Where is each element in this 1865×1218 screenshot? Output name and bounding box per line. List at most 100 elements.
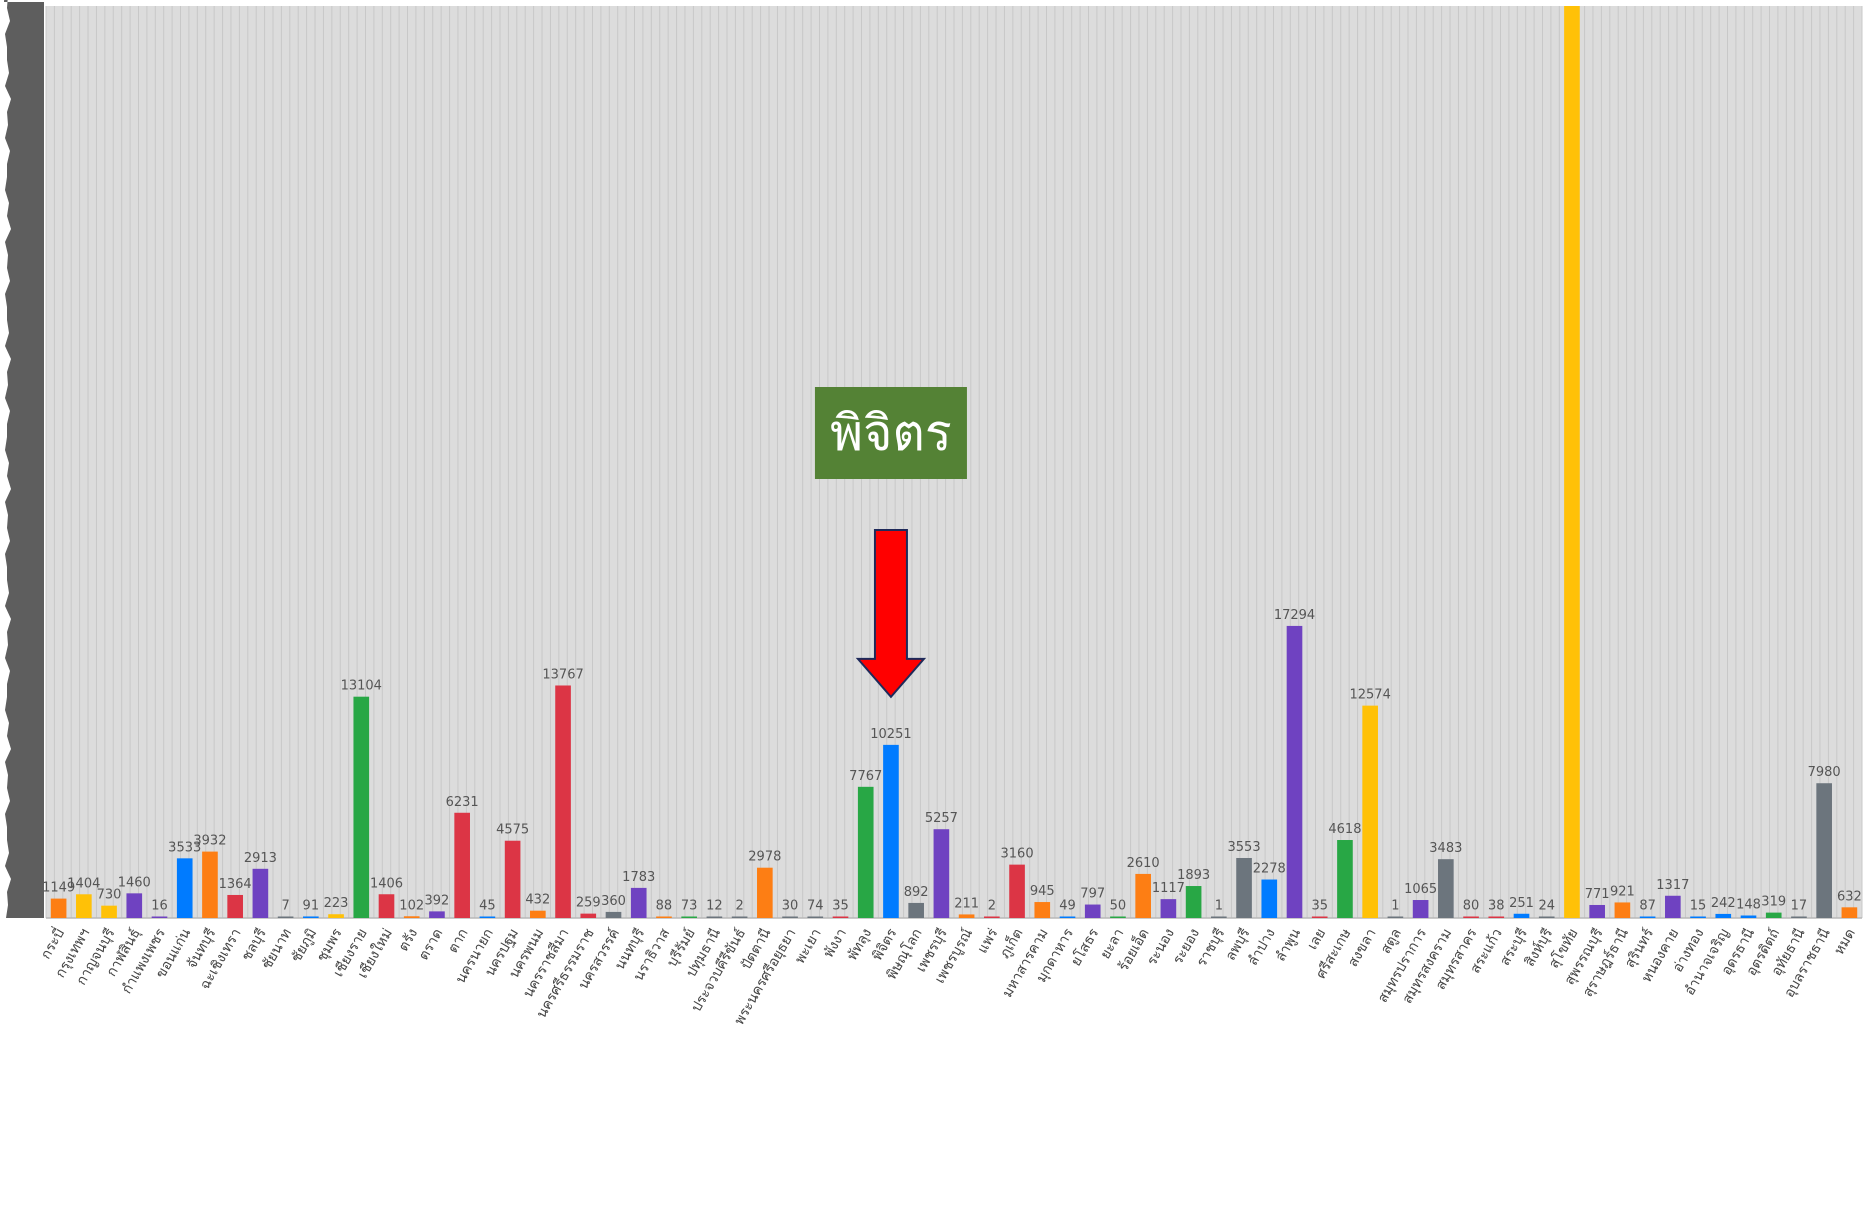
value-label-สุรินทร์: 87: [1639, 899, 1656, 914]
bar-นครนายก: [479, 916, 496, 918]
value-label-หมด: 632: [1837, 889, 1862, 904]
bar-นราธิวาส: [656, 916, 672, 918]
bar-สงขลา: [1362, 705, 1378, 918]
bar-จันทบุรี: [202, 851, 218, 918]
callout-label: พิจิตร: [830, 404, 952, 462]
value-label-สมุทรสาคร: 80: [1463, 899, 1480, 914]
bar-สระแก้ว: [1488, 916, 1505, 918]
value-label-เชียงใหม่: 1406: [370, 876, 403, 891]
bar-เพชรบูรณ์: [958, 914, 975, 918]
value-label-กาญจนบุรี: 730: [97, 888, 122, 903]
bar-กระบี่: [50, 898, 67, 918]
bar-ฉะเชิงเทรา: [227, 894, 243, 918]
value-label-มหาสารคาม: 945: [1030, 884, 1055, 899]
value-label-ชัยนาท: 7: [281, 899, 289, 914]
value-label-นครปฐม: 4575: [496, 823, 529, 838]
bar-พะเยา: [807, 916, 824, 918]
callout-box: [814, 387, 967, 479]
value-label-สระแก้ว: 38: [1488, 899, 1505, 914]
value-label-สิงห์บุรี: 24: [1538, 899, 1555, 914]
bar-สมุทรสงคราม: [1438, 859, 1454, 918]
value-label-ชุมพร: 223: [324, 896, 349, 911]
bar-กำแพงเพชร: [151, 916, 168, 918]
bar-นครพนม: [530, 910, 546, 918]
bar-สุโขทัย: [1564, 6, 1580, 918]
value-label-เลย: 35: [1311, 899, 1328, 914]
bar-นครศรีธรรมราช: [580, 913, 597, 918]
bar-เชียงราย: [353, 696, 370, 918]
bar-พิจิตร: [883, 744, 899, 918]
callout-group: พิจิตร: [814, 387, 967, 699]
value-label-นครสวรรค์: 360: [601, 894, 626, 909]
left-axis-bar: [4, 0, 44, 918]
category-label-ชัยภูมิ: ชัยภูมิ: [288, 926, 320, 965]
bar-ยะลา: [1110, 916, 1126, 918]
bar-อุตรดิตถ์: [1765, 912, 1782, 918]
bar-สมุทรปราการ: [1412, 900, 1429, 918]
value-label-จันทบุรี: 3932: [193, 834, 226, 849]
value-label-นนทบุรี: 1783: [622, 870, 655, 885]
bar-มุกดาหาร: [1059, 916, 1076, 918]
value-label-ชลบุรี: 2913: [244, 851, 277, 866]
value-label-นครนายก: 45: [479, 899, 496, 914]
value-label-ขอนแก่น: 3533: [168, 840, 201, 855]
category-label-พะเยา: พะเยา: [792, 926, 825, 967]
value-label-อุดรธานี: 148: [1736, 898, 1761, 913]
bar-เพชรบุรี: [933, 829, 950, 918]
bar-อ่างทอง: [1690, 916, 1706, 918]
value-label-เพชรบูรณ์: 211: [954, 896, 979, 911]
value-label-ภูเก็ต: 3160: [1001, 847, 1034, 862]
bar-ตรัง: [403, 916, 420, 918]
bar-ชลบุรี: [252, 868, 269, 918]
bar-ราชบุรี: [1211, 916, 1227, 918]
bar-ภูเก็ต: [1009, 864, 1025, 918]
value-label-ลำพูน: 17294: [1274, 608, 1315, 623]
bar-ปัตตานี: [757, 867, 773, 918]
bar-พัทลุง: [857, 786, 874, 918]
value-label-นครศรีธรรมราช: 259: [576, 896, 601, 911]
value-label-บุรีรัมย์: 73: [681, 899, 698, 914]
bar-มหาสารคาม: [1034, 902, 1051, 918]
value-label-กรุงเทพฯ: 1404: [67, 876, 100, 891]
bar-ปทุมธานี: [706, 916, 723, 918]
value-label-ปัตตานี: 2978: [748, 850, 781, 865]
value-label-พะเยา: 74: [807, 899, 824, 914]
category-label-พัทลุง: พัทลุง: [844, 926, 875, 963]
value-label-อุบลราชธานี: 7980: [1808, 765, 1841, 780]
category-label-ตรัง: ตรัง: [396, 926, 422, 954]
bar-กาญจนบุรี: [101, 905, 117, 918]
value-label-แพร่: 2: [988, 899, 996, 914]
value-label-สระบุรี: 251: [1509, 896, 1534, 911]
bar-สิงห์บุรี: [1538, 916, 1555, 918]
value-label-สุราษฎร์ธานี: 921: [1610, 884, 1635, 899]
value-label-ยโสธร: 797: [1080, 887, 1105, 902]
value-label-สมุทรปราการ: 1065: [1404, 882, 1437, 897]
value-label-พังงา: 35: [832, 899, 849, 914]
bar-อำนาจเจริญ: [1715, 913, 1732, 918]
bar-ประจวบคีรีขันธ์: [731, 916, 748, 918]
bar-ตาก: [454, 812, 470, 918]
value-label-สุพรรณบุรี: 771: [1585, 887, 1610, 902]
value-label-นครราชสีมา: 13767: [542, 667, 583, 682]
bar-ลำพูน: [1286, 625, 1303, 918]
bar-ศรีสะเกษ: [1337, 840, 1353, 918]
value-label-อุตรดิตถ์: 319: [1761, 895, 1786, 910]
bar-นครสวรรค์: [605, 911, 622, 918]
bar-นครราชสีมา: [555, 685, 571, 918]
bar-ชุมพร: [328, 914, 344, 918]
value-label-ลำปาง: 2278: [1253, 862, 1286, 877]
bar-สุพรรณบุรี: [1589, 904, 1605, 918]
bar-สุรินทร์: [1639, 916, 1656, 918]
category-label-หมด: หมด: [1831, 926, 1859, 958]
bar-สตูล: [1387, 916, 1404, 918]
bar-ชัยนาท: [277, 916, 294, 918]
bar-สระบุรี: [1513, 913, 1530, 918]
value-label-กระบี่: 1149: [42, 881, 75, 896]
value-label-ระนอง: 1117: [1152, 881, 1185, 896]
bar-ลำปาง: [1261, 879, 1278, 918]
bar-เลย: [1311, 916, 1328, 918]
bar-นนทบุรี: [630, 887, 647, 918]
bar-ชัยภูมิ: [303, 916, 319, 918]
